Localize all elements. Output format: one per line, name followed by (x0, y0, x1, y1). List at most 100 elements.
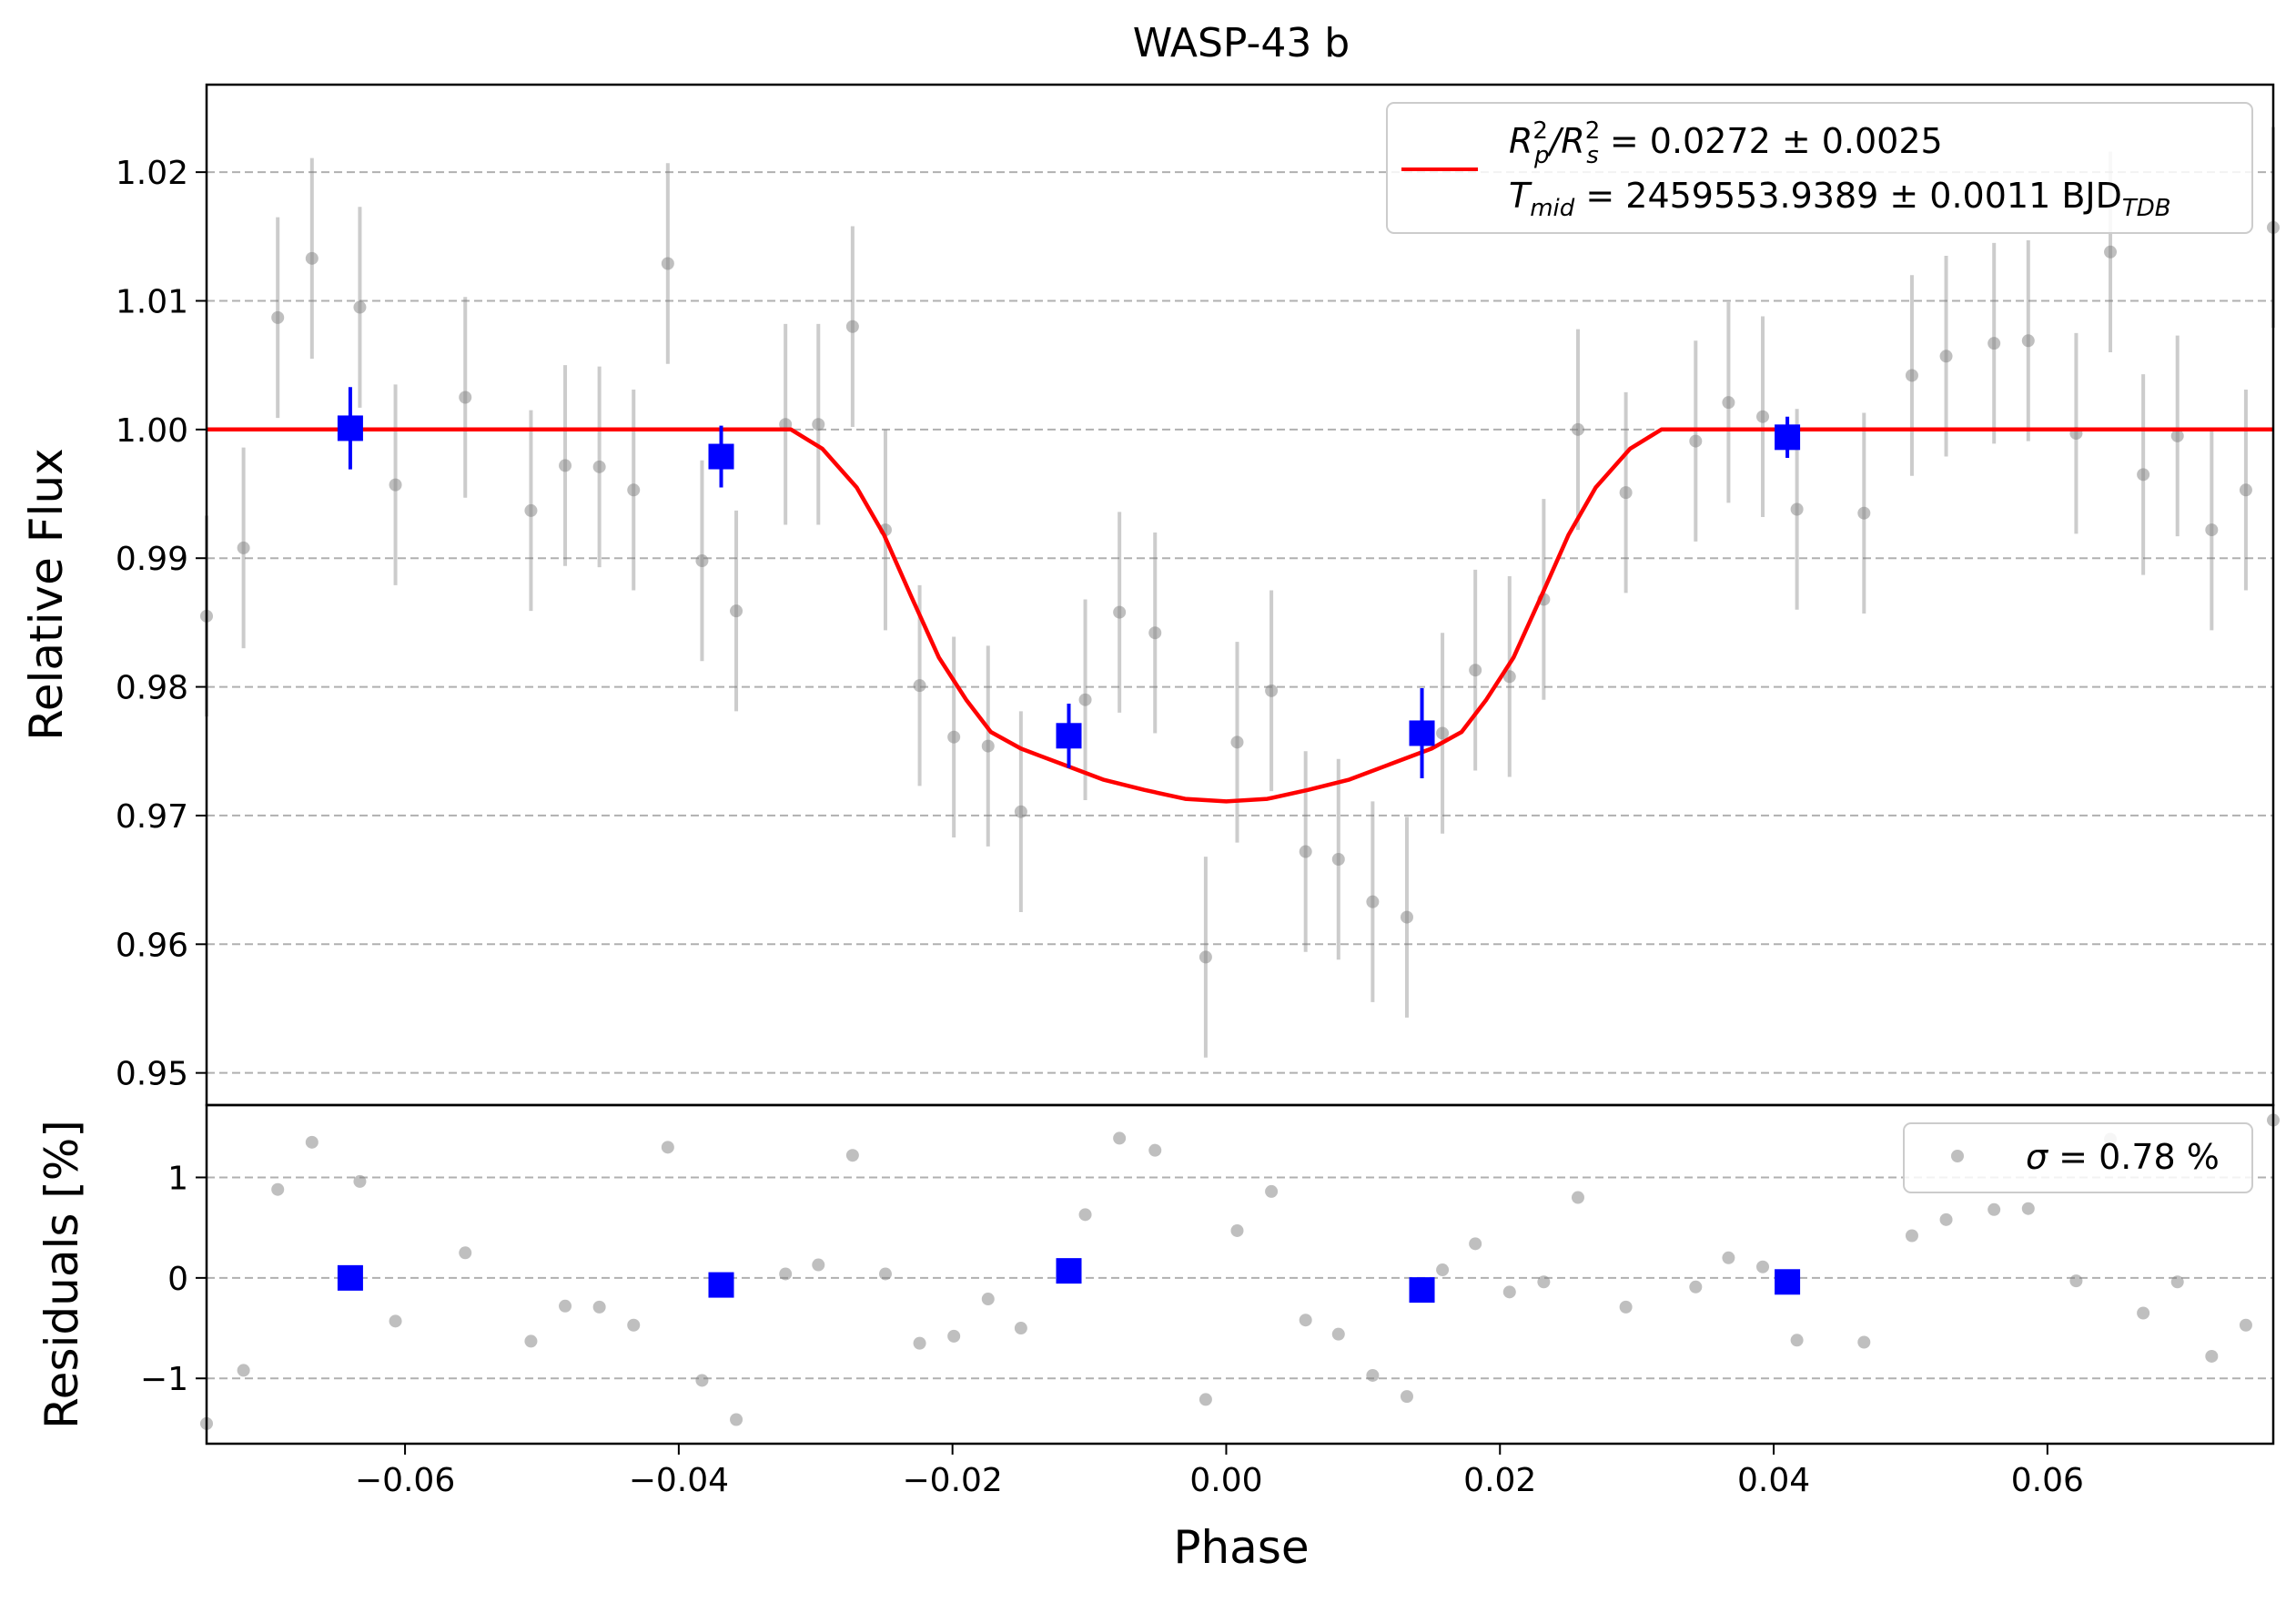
data-point (1400, 910, 1413, 924)
residuals-legend: σ = 0.78 % (1903, 1122, 2253, 1193)
data-point (1857, 506, 1871, 520)
residual-point (1199, 1393, 1212, 1406)
data-point (2239, 483, 2252, 497)
x-tick-label: −0.04 (629, 1462, 729, 1499)
residual-point (271, 1182, 285, 1196)
data-point (2104, 245, 2118, 259)
data-point (1722, 396, 1735, 410)
residual-point (2021, 1202, 2035, 1215)
residual-point (459, 1246, 472, 1260)
residual-point (1299, 1314, 1312, 1327)
main-y-tick-label: 1.00 (116, 412, 188, 450)
data-point (730, 604, 743, 618)
residual-point (2069, 1274, 2083, 1288)
residual-point (1230, 1223, 1244, 1237)
data-point (1988, 337, 2001, 350)
data-point (1331, 852, 1345, 866)
data-point (237, 541, 250, 554)
data-point (913, 679, 926, 693)
data-point (627, 483, 641, 497)
residual-point (627, 1318, 641, 1332)
chart-title: WASP-43 b (1133, 20, 1350, 66)
data-point (1790, 502, 1804, 516)
data-point (1502, 670, 1516, 684)
residuals-y-tick-label: −1 (140, 1361, 188, 1398)
main-y-tick-label: 0.96 (116, 927, 188, 964)
residuals-y-tick-label: 0 (167, 1261, 188, 1298)
residual-point (1400, 1390, 1413, 1404)
residual-point (1756, 1260, 1770, 1273)
data-point (389, 478, 402, 492)
data-point (2021, 334, 2035, 348)
data-point (695, 554, 709, 568)
residual-point (1722, 1251, 1735, 1264)
residual-point (981, 1293, 995, 1306)
binned-residual-point (1056, 1258, 1082, 1284)
main-y-ticks: 0.95 0.96 0.97 0.98 0.99 1.00 1.01 1.02 (116, 155, 207, 1093)
binned-point (708, 443, 734, 470)
residual-point (2137, 1306, 2150, 1320)
data-point (271, 310, 285, 324)
residual-point (913, 1336, 926, 1350)
data-point (2170, 429, 2184, 442)
main-y-tick-label: 0.95 (116, 1056, 188, 1093)
x-ticks: −0.06 −0.04 −0.02 0.00 0.02 0.04 0.06 (355, 1444, 2084, 1499)
residual-point (1689, 1280, 1703, 1294)
residual-point (559, 1299, 572, 1313)
residual-point (695, 1374, 709, 1387)
residual-point (2205, 1349, 2219, 1363)
data-point (1299, 845, 1312, 858)
data-point (1014, 805, 1027, 818)
x-axis-label: Phase (1173, 1521, 1309, 1574)
residual-point (1078, 1208, 1092, 1222)
data-point (1756, 410, 1770, 423)
x-tick-label: 0.06 (2011, 1462, 2084, 1499)
binned-residual-point (1775, 1269, 1801, 1295)
residual-point (1571, 1191, 1584, 1204)
residual-point (1113, 1131, 1127, 1145)
residual-point (1857, 1335, 1871, 1349)
residual-point (353, 1174, 367, 1188)
binned-point (337, 415, 363, 441)
binned-residual-point (1409, 1277, 1435, 1304)
data-point (305, 251, 319, 265)
main-y-tick-label: 1.01 (116, 283, 188, 320)
main-legend-tmid-label: Tmid = 2459553.9389 ± 0.0011 BJDTDB (1509, 176, 2171, 222)
data-point (2137, 468, 2150, 482)
residual-point (1265, 1184, 1279, 1198)
data-point (559, 459, 572, 472)
data-point (1148, 626, 1162, 640)
residual-point (730, 1413, 743, 1426)
data-point (812, 418, 825, 431)
residuals-legend-sigma-label: σ = 0.78 % (2026, 1137, 2220, 1177)
main-plot-area (200, 127, 2280, 1058)
residual-point (1619, 1300, 1633, 1314)
binned-point (1409, 720, 1435, 746)
main-legend: R2 p/R2 s = 0.0272 ± 0.0025 Tmid = 2459553… (1386, 102, 2253, 234)
residual-point (1436, 1263, 1450, 1277)
data-point (1230, 736, 1244, 749)
residual-point (1366, 1368, 1380, 1382)
residuals-axes-frame (205, 1103, 2275, 1446)
residual-point (2239, 1318, 2252, 1332)
residuals-y-axis-label: Residuals [%] (35, 1120, 88, 1429)
binned-residual-point (708, 1272, 734, 1298)
residual-point (389, 1314, 402, 1328)
residuals-y-tick-label: 1 (167, 1160, 188, 1197)
data-point (1113, 605, 1127, 619)
data-point (1436, 726, 1450, 740)
residual-point (305, 1135, 319, 1149)
residual-point (1148, 1143, 1162, 1157)
binned-point (1775, 424, 1801, 451)
residual-point (1988, 1202, 2001, 1216)
data-point (845, 320, 859, 333)
data-point (353, 300, 367, 314)
residuals-legend-box (1903, 1122, 2253, 1193)
x-tick-label: 0.00 (1189, 1462, 1262, 1499)
binned-residual-point (337, 1264, 363, 1291)
residuals-legend-marker (1951, 1150, 1964, 1162)
data-point (1265, 684, 1279, 697)
data-point (2205, 523, 2219, 537)
data-point (1078, 693, 1092, 706)
